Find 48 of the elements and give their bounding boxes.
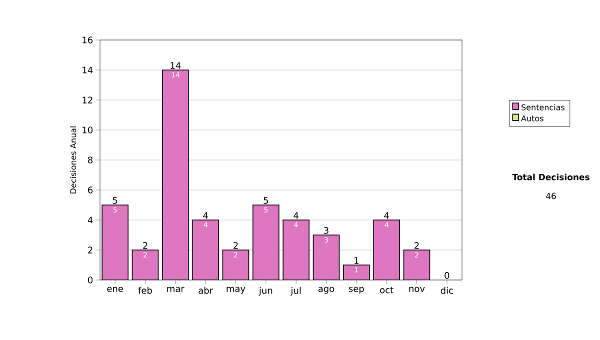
total-label: 1 [354,257,358,264]
y-tick-label: 14 [82,66,93,74]
x-tick-label: ago [318,286,334,294]
bar [102,205,128,280]
text: 46 [546,192,556,200]
total-label: 2 [414,242,419,249]
x-tick-label: dic [440,286,453,294]
total-label: 5 [112,197,118,204]
text: Total Decisiones [512,174,590,180]
total-label: 3 [324,226,328,234]
x-tick-label: feb [138,286,152,294]
x-tick-label: may [226,286,246,294]
legend-label: Autos [521,115,544,122]
y-tick-label: 2 [88,246,92,254]
legend-label: Sentencias [522,104,565,110]
y-tick-label: 6 [88,186,93,194]
bar [403,250,430,280]
bar [252,205,279,280]
bar [313,235,340,280]
bar [374,220,400,280]
x-tick-label: abr [198,286,214,294]
y-tick-label: 4 [88,216,93,224]
x-tick-label: jul [290,286,301,296]
y-axis-title: Decisiones Anual [70,126,76,194]
bar [132,250,158,280]
y-tick-label: 12 [82,96,92,104]
x-tick-label: mar [167,286,184,292]
total-label: 4 [203,212,208,219]
x-tick-label: jun [258,286,272,296]
total-label: 4 [294,212,298,219]
bar [222,250,249,280]
bar [192,220,219,280]
total-label: 2 [234,242,238,249]
total-label: 4 [384,212,389,219]
x-tick-label: sep [348,286,364,294]
total-label: 5 [264,197,268,204]
x-tick-label: oct [380,286,394,294]
total-label: 14 [170,62,181,69]
x-tick-label: nov [409,286,425,292]
total-label: 0 [444,272,450,279]
y-tick-label: 0 [88,276,93,284]
y-tick-label: 8 [88,156,93,164]
y-tick-label: 10 [82,126,93,134]
x-tick-label: ene [107,286,123,292]
bar [283,220,310,280]
y-tick-label: 16 [82,36,93,44]
bar [162,70,188,280]
total-label: 2 [143,242,148,249]
